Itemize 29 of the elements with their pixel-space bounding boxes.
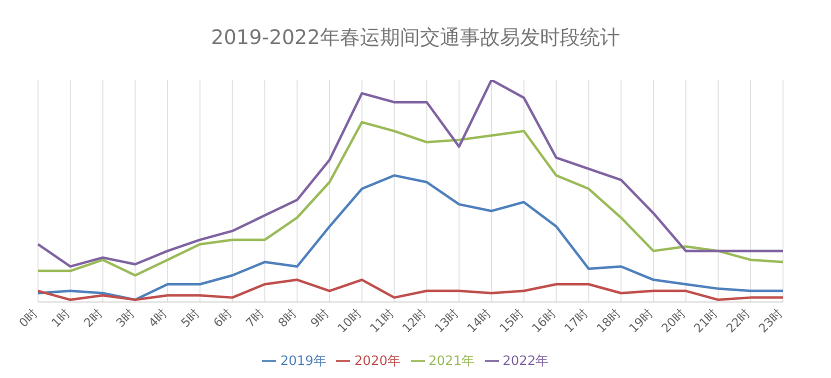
x-tick-label: 4时 (146, 306, 170, 330)
x-tick-label: 11时 (367, 306, 396, 336)
chart-title: 2019-2022年春运期间交通事故易发时段统计 (210, 24, 621, 51)
x-tick-label: 16时 (529, 306, 558, 336)
x-tick-label: 18时 (594, 306, 624, 336)
x-tick-label: 7时 (243, 306, 267, 330)
x-tick-label: 5时 (178, 306, 202, 330)
x-tick-label: 3时 (114, 306, 138, 330)
x-tick-label: 13时 (432, 306, 462, 336)
x-tick-label: 20时 (658, 306, 688, 336)
legend-label: 2021年 (428, 354, 475, 369)
x-tick-label: 12时 (400, 306, 429, 336)
legend-label: 2019年 (280, 354, 326, 369)
x-tick-label: 8时 (275, 306, 300, 330)
x-tick-label: 21时 (691, 306, 720, 336)
x-tick-label: 22时 (724, 306, 753, 336)
x-tick-label: 19时 (626, 306, 656, 336)
x-tick-label: 0时 (16, 306, 40, 330)
x-tick-label: 1时 (48, 306, 73, 330)
x-tick-label: 10时 (334, 306, 364, 336)
x-tick-label: 23时 (756, 306, 786, 336)
x-tick-label: 17时 (562, 306, 591, 336)
x-tick-label: 2时 (81, 306, 105, 330)
x-tick-label: 14时 (464, 306, 494, 336)
x-tick-label: 15时 (496, 306, 526, 336)
legend-label: 2020年 (354, 354, 400, 369)
legend-label: 2022年 (502, 354, 549, 369)
x-tick-label: 6时 (210, 306, 234, 330)
x-tick-label: 9时 (308, 306, 332, 330)
